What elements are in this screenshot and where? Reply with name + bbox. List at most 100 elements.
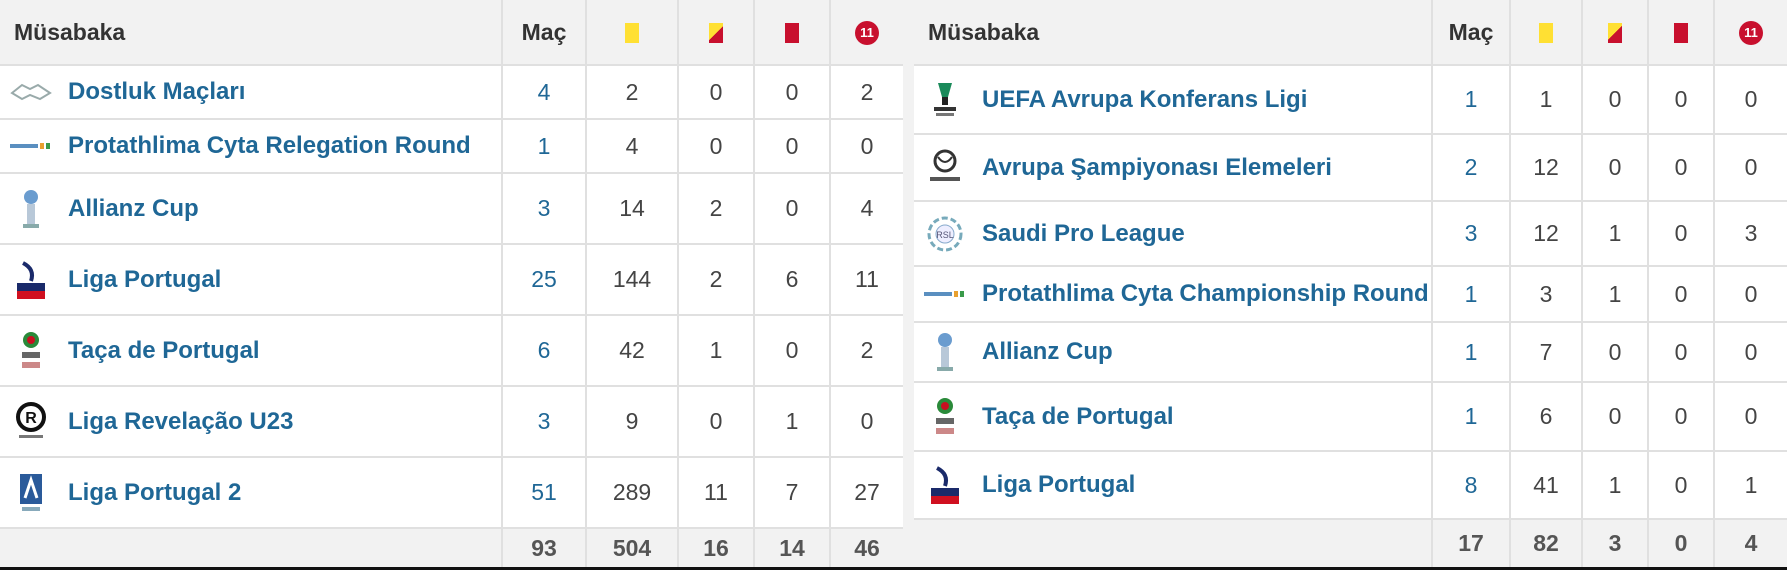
penalty-cell: 0	[1714, 382, 1787, 452]
matches-cell[interactable]: 4	[502, 65, 587, 120]
matches-link[interactable]: 51	[531, 479, 557, 505]
matches-link[interactable]: 2	[1464, 154, 1478, 180]
matches-cell[interactable]: 1	[1432, 382, 1511, 452]
red-card-cell: 7	[754, 457, 831, 529]
uefa-conference-logo	[924, 79, 966, 121]
matches-link[interactable]: 6	[537, 337, 551, 363]
competition-link[interactable]: Liga Portugal	[982, 471, 1136, 498]
matches-link[interactable]: 3	[537, 195, 551, 221]
table-row[interactable]: Allianz Cup 3 14 2 0 4	[0, 173, 903, 245]
matches-link[interactable]: 1	[1464, 403, 1478, 429]
yellow-red-card-icon	[1608, 23, 1622, 44]
matches-cell[interactable]: 51	[502, 457, 587, 529]
table-row[interactable]: Dostluk Maçları 4 2 0 0 2	[0, 65, 903, 120]
yellow-red-card-cell: 2	[678, 173, 755, 245]
red-card-icon	[1674, 23, 1688, 44]
table-row[interactable]: Liga Portugal 25 144 2 6 11	[0, 244, 903, 316]
competition-link[interactable]: Protathlima Cyta Relegation Round	[68, 132, 471, 159]
yellow-red-card-cell: 0	[678, 65, 755, 120]
totals-label-cell	[914, 519, 1433, 569]
svg-text:R: R	[25, 410, 37, 427]
competition-cell: RSL Saudi Pro League	[914, 201, 1433, 267]
liga-portugal-2-logo	[10, 472, 52, 514]
competition-link[interactable]: Allianz Cup	[68, 194, 199, 222]
matches-link[interactable]: 1	[1464, 338, 1478, 365]
table-row[interactable]: Taça de Portugal 6 42 1 0 2	[0, 315, 903, 387]
yellow-card-icon	[1539, 23, 1553, 44]
table-row[interactable]: Allianz Cup 1 7 0 0 0	[914, 322, 1787, 383]
table-row[interactable]: Liga Portugal 2 51 289 11 7 27	[0, 457, 903, 529]
saudi-pro-league-logo: RSL	[924, 213, 966, 255]
red-card-cell: 0	[1648, 201, 1715, 267]
table-row[interactable]: Liga Portugal 8 41 1 0 1	[914, 451, 1787, 520]
yellow-red-card-icon	[709, 23, 723, 44]
competition-link[interactable]: Liga Revelação U23	[68, 407, 294, 435]
red-card-cell: 0	[754, 315, 831, 387]
matches-cell[interactable]: 1	[1432, 322, 1511, 383]
yellow-card-cell: 3	[1510, 266, 1583, 323]
matches-link[interactable]: 1	[537, 132, 551, 159]
total-penalty: 4	[1714, 519, 1787, 569]
table-row[interactable]: Taça de Portugal 1 6 0 0 0	[914, 382, 1787, 452]
table-row[interactable]: Protathlima Cyta Championship Round 1 3 1 0 0	[914, 266, 1787, 323]
penalty-cell: 0	[1714, 65, 1787, 135]
competition-link[interactable]: Dostluk Maçları	[68, 78, 246, 105]
matches-cell[interactable]: 1	[1432, 65, 1511, 135]
matches-cell[interactable]: 1	[502, 119, 587, 174]
yellow-red-card-cell: 0	[1582, 382, 1649, 452]
matches-cell[interactable]: 25	[502, 244, 587, 316]
matches-link[interactable]: 25	[531, 266, 557, 292]
competition-link[interactable]: Allianz Cup	[982, 338, 1113, 365]
competition-link[interactable]: Protathlima Cyta Championship Round	[982, 280, 1429, 307]
competition-link[interactable]: Saudi Pro League	[982, 219, 1185, 247]
competition-link[interactable]: Taça de Portugal	[982, 402, 1174, 430]
matches-cell[interactable]: 1	[1432, 266, 1511, 323]
table-row[interactable]: UEFA Avrupa Konferans Ligi 1 1 0 0 0	[914, 65, 1787, 135]
yellow-red-card-cell: 0	[678, 119, 755, 174]
penalty-cell: 0	[1714, 322, 1787, 383]
competition-link[interactable]: Liga Portugal	[68, 265, 222, 293]
competition-link[interactable]: Avrupa Şampiyonası Elemeleri	[982, 153, 1332, 181]
penalty-header: 11	[830, 0, 903, 66]
total-yellow: 82	[1510, 519, 1583, 569]
cyta-logo	[924, 273, 966, 315]
total-yellow-red: 16	[678, 528, 755, 569]
panel-divider	[903, 0, 914, 567]
table-row[interactable]: Protathlima Cyta Relegation Round 1 4 0 0 0	[0, 119, 903, 174]
matches-cell[interactable]: 3	[502, 173, 587, 245]
matches-link[interactable]: 8	[1464, 471, 1478, 498]
matches-cell[interactable]: 8	[1432, 451, 1511, 520]
matches-cell[interactable]: 2	[1432, 134, 1511, 202]
competition-link[interactable]: UEFA Avrupa Konferans Ligi	[982, 85, 1308, 113]
competition-link[interactable]: Taça de Portugal	[68, 336, 260, 364]
red-card-cell: 6	[754, 244, 831, 316]
matches-cell[interactable]: 3	[502, 386, 587, 458]
competition-cell: R Liga Revelação U23	[0, 386, 503, 458]
liga-portugal-logo	[10, 259, 52, 301]
yellow-red-card-cell: 2	[678, 244, 755, 316]
left-stats-table: Müsabaka Maç 11 Dostluk Maçları 4 2 0 0 2 Prot…	[0, 0, 903, 569]
left-stats-panel: Müsabaka Maç 11 Dostluk Maçları 4 2 0 0 2 Prot…	[0, 0, 903, 569]
matches-link[interactable]: 3	[1464, 220, 1478, 246]
yellow-card-cell: 14	[586, 173, 679, 245]
matches-link[interactable]: 4	[537, 78, 551, 105]
total-red: 0	[1648, 519, 1715, 569]
yellow-red-card-cell: 1	[1582, 451, 1649, 520]
penalty-cell: 2	[830, 315, 903, 387]
table-row[interactable]: Avrupa Şampiyonası Elemeleri 2 12 0 0 0	[914, 134, 1787, 202]
taca-portugal-logo	[10, 330, 52, 372]
matches-cell[interactable]: 6	[502, 315, 587, 387]
red-card-icon	[785, 23, 799, 44]
table-row[interactable]: R Liga Revelação U23 3 9 0 1 0	[0, 386, 903, 458]
penalty-badge-icon: 11	[855, 21, 879, 46]
competition-link[interactable]: Liga Portugal 2	[68, 478, 242, 506]
total-yellow: 504	[586, 528, 679, 569]
yellow-red-card-cell: 0	[1582, 134, 1649, 202]
table-row[interactable]: RSL Saudi Pro League 3 12 1 0 3	[914, 201, 1787, 267]
matches-cell[interactable]: 3	[1432, 201, 1511, 267]
matches-link[interactable]: 1	[1464, 86, 1478, 112]
red-card-cell: 0	[1648, 382, 1715, 452]
matches-link[interactable]: 1	[1464, 280, 1478, 307]
matches-link[interactable]: 3	[537, 408, 551, 434]
penalty-cell: 1	[1714, 451, 1787, 520]
